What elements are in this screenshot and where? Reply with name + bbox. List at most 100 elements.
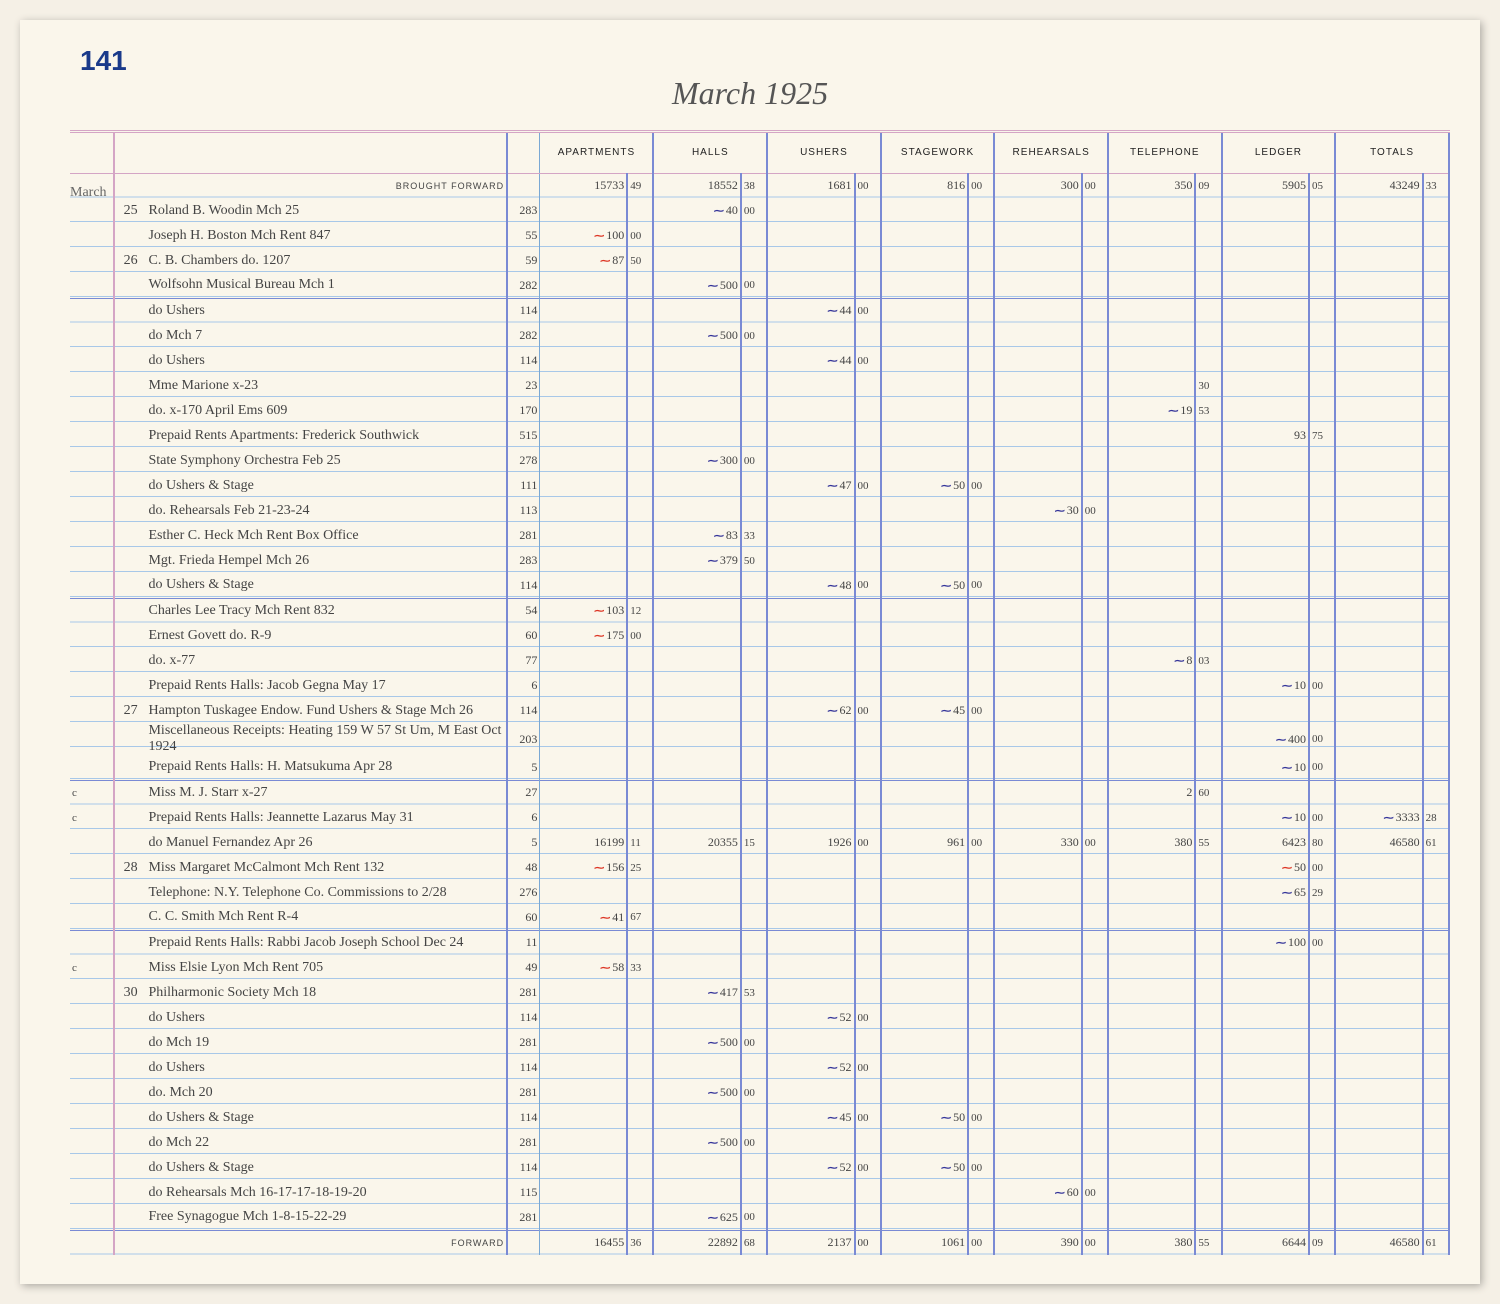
table-row: State Symphony Orchestra Feb 25278⁓30000 [70, 448, 1449, 473]
table-row: do. Mch 20281⁓50000 [70, 1080, 1449, 1105]
cell-ledger-cents [1309, 523, 1335, 548]
cell-ushers-cents [855, 273, 881, 298]
cell-stagework [881, 498, 968, 523]
cell-telephone [1108, 248, 1195, 273]
bf-halls-c: 38 [741, 173, 767, 198]
cell-totals-cents [1423, 1180, 1449, 1205]
cell-ushers: ⁓62 [767, 698, 854, 723]
cell-day [114, 648, 147, 673]
cell-apartments-cents: 11 [627, 830, 653, 855]
cell-rehearsals-cents [1082, 223, 1108, 248]
cell-ledger [1222, 523, 1309, 548]
table-row: C. C. Smith Mch Rent R-460⁓4167 [70, 905, 1449, 930]
cell-description: State Symphony Orchestra Feb 25 [146, 448, 507, 473]
cell-totals [1335, 598, 1422, 623]
cell-totals-cents [1423, 473, 1449, 498]
cell-telephone-cents: 55 [1195, 830, 1221, 855]
cell-stagework-cents [968, 448, 994, 473]
cell-rehearsals-cents [1082, 298, 1108, 323]
cell-telephone-cents [1195, 323, 1221, 348]
cell-rehearsals [994, 398, 1081, 423]
cell-apartments [540, 1080, 627, 1105]
cell-description: Prepaid Rents Halls: Jeannette Lazarus M… [146, 805, 507, 830]
cell-halls-cents [741, 955, 767, 980]
fw-rehearsals-c: 00 [1082, 1230, 1108, 1255]
cell-ushers-cents [855, 548, 881, 573]
cell-ledger [1222, 548, 1309, 573]
cell-apartments [540, 523, 627, 548]
bf-apartments: 15733 [540, 173, 627, 198]
cell-totals-cents [1423, 348, 1449, 373]
cell-stagework: ⁓50 [881, 473, 968, 498]
cell-telephone [1108, 523, 1195, 548]
cell-day [114, 780, 147, 805]
cell-totals [1335, 1130, 1422, 1155]
cell-apartments [540, 1005, 627, 1030]
cell-stagework [881, 1080, 968, 1105]
table-row: 27Hampton Tuskagee Endow. Fund Ushers & … [70, 698, 1449, 723]
cell-ushers-cents: 00 [855, 1005, 881, 1030]
forward-row: FORWARD164553622892682137001061003900038… [70, 1230, 1449, 1255]
ledger-body: BROUGHT FORWARD1573349185523816810081600… [70, 173, 1449, 1255]
cell-apartments: ⁓87 [540, 248, 627, 273]
cell-rehearsals-cents [1082, 855, 1108, 880]
cell-rehearsals [994, 373, 1081, 398]
cell-apartments [540, 473, 627, 498]
cell-halls: ⁓500 [653, 273, 740, 298]
cell-halls-cents: 00 [741, 323, 767, 348]
cell-ledger-cents [1309, 955, 1335, 980]
cell-telephone [1108, 548, 1195, 573]
cell-rehearsals [994, 523, 1081, 548]
cell-halls-cents: 33 [741, 523, 767, 548]
cell-apartments [540, 723, 627, 755]
cell-rehearsals [994, 1105, 1081, 1130]
cell-ref: 281 [507, 1205, 540, 1230]
cell-totals [1335, 1155, 1422, 1180]
cell-totals [1335, 780, 1422, 805]
cell-stagework [881, 423, 968, 448]
cell-totals [1335, 1105, 1422, 1130]
cell-apartments-cents [627, 348, 653, 373]
cell-ushers: ⁓44 [767, 298, 854, 323]
cell-telephone-cents [1195, 880, 1221, 905]
cell-stagework-cents [968, 373, 994, 398]
col-totals: TOTALS [1335, 133, 1449, 173]
cell-day [114, 323, 147, 348]
cell-totals-cents [1423, 905, 1449, 930]
cell-description: do. x-170 April Ems 609 [146, 398, 507, 423]
cell-rehearsals [994, 298, 1081, 323]
cell-stagework-cents [968, 623, 994, 648]
cell-ledger [1222, 1105, 1309, 1130]
cell-ledger [1222, 780, 1309, 805]
cell-halls-cents [741, 1180, 767, 1205]
cell-halls-cents [741, 423, 767, 448]
margin-mark [70, 830, 114, 855]
cell-ushers [767, 623, 854, 648]
cell-telephone-cents [1195, 1180, 1221, 1205]
cell-ledger [1222, 648, 1309, 673]
cell-apartments-cents [627, 1155, 653, 1180]
table-row: do Mch 7282⁓50000 [70, 323, 1449, 348]
cell-telephone-cents [1195, 623, 1221, 648]
cell-day [114, 423, 147, 448]
cell-ref: 114 [507, 573, 540, 598]
cell-ledger-cents [1309, 473, 1335, 498]
cell-halls-cents [741, 805, 767, 830]
cell-halls-cents [741, 573, 767, 598]
cell-rehearsals [994, 473, 1081, 498]
cell-telephone [1108, 1155, 1195, 1180]
cell-stagework-cents [968, 980, 994, 1005]
cell-rehearsals [994, 598, 1081, 623]
cell-ref: 49 [507, 955, 540, 980]
cell-apartments [540, 1130, 627, 1155]
table-row: Prepaid Rents Apartments: Frederick Sout… [70, 423, 1449, 448]
cell-apartments [540, 273, 627, 298]
cell-stagework-cents [968, 523, 994, 548]
cell-totals-cents [1423, 248, 1449, 273]
cell-telephone [1108, 955, 1195, 980]
bf-ledger: 5905 [1222, 173, 1309, 198]
cell-totals [1335, 548, 1422, 573]
margin-mark [70, 980, 114, 1005]
cell-ref: 276 [507, 880, 540, 905]
cell-ref: 54 [507, 598, 540, 623]
